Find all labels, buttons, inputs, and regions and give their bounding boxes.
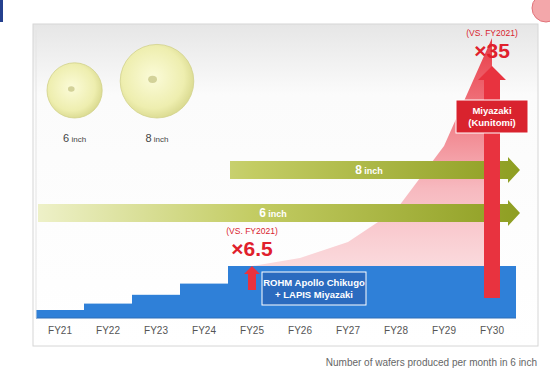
bar (420, 266, 469, 318)
series-box (456, 100, 528, 133)
x-tick-label: FY21 (48, 325, 72, 336)
wafer-label: 6 inch (63, 132, 86, 144)
text-line: ROHM Apollo Chikugo (263, 277, 365, 288)
x-tick-label: FY30 (480, 325, 504, 336)
text-part: inch (362, 166, 383, 176)
text-line: Miyazaki (472, 105, 511, 116)
x-axis (36, 318, 516, 319)
range-label: 6 inch (259, 206, 287, 220)
text-part: inch (69, 135, 86, 144)
wafer-spot (68, 86, 75, 92)
annotation-sublabel: (VS. FY2021) (226, 226, 278, 236)
text-line: (Kunitomi) (468, 117, 516, 128)
x-tick-label: FY24 (192, 325, 216, 336)
wafer-label: 8 inch (145, 132, 168, 144)
x-tick-label: FY29 (432, 325, 456, 336)
series-box (262, 272, 366, 305)
text-part: inch (266, 209, 287, 219)
corner-bar (0, 0, 3, 22)
annotation-sublabel: (VS. FY2021) (466, 28, 518, 38)
x-tick-label: FY25 (240, 325, 264, 336)
wafer-spot (148, 76, 157, 83)
x-tick-label: FY22 (96, 325, 120, 336)
wafer (120, 44, 194, 118)
x-tick-label: FY28 (384, 325, 408, 336)
range-arrow (230, 157, 520, 183)
x-tick-label: FY23 (144, 325, 168, 336)
bar (180, 284, 229, 318)
x-tick-label: FY26 (288, 325, 312, 336)
series-label: Miyazaki(Kunitomi) (468, 105, 516, 128)
corner-circle (532, 0, 550, 22)
text-part: inch (152, 135, 169, 144)
range-arrow (38, 200, 520, 226)
text-line: + LAPIS Miyazaki (275, 289, 353, 300)
series-label: ROHM Apollo Chikugo+ LAPIS Miyazaki (263, 277, 365, 300)
range-label: 8 inch (355, 163, 383, 177)
annotation-arrow (244, 266, 260, 290)
annotation-label: ×35 (474, 39, 510, 62)
chart-svg: 8 inch6 inch6 inch8 inch(VS. FY2021)×6.5… (0, 0, 550, 378)
chart-container: 8 inch6 inch6 inch8 inch(VS. FY2021)×6.5… (0, 0, 550, 378)
caption: Number of wafers produced per month in 6… (326, 357, 537, 368)
background (0, 0, 550, 378)
bar (372, 266, 421, 318)
annotation-label: ×6.5 (231, 237, 273, 260)
wafer (47, 63, 102, 118)
bar (132, 295, 181, 318)
area (252, 38, 492, 266)
bar (84, 304, 133, 318)
panel (33, 24, 538, 346)
bar (36, 310, 85, 318)
x-tick-label: FY27 (336, 325, 360, 336)
y-axis (36, 30, 37, 318)
